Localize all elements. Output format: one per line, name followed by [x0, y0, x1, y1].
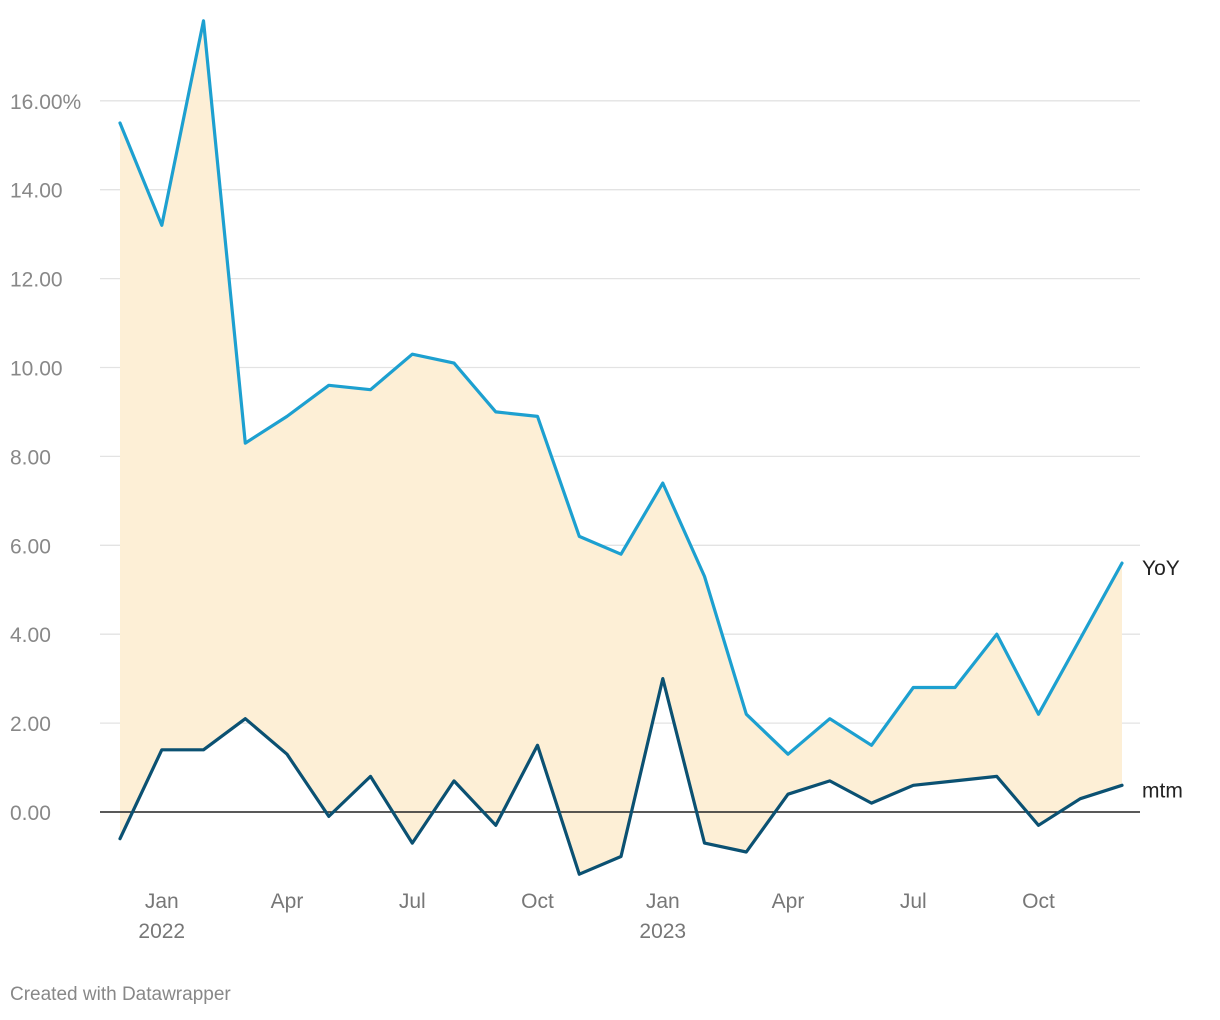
y-tick-label: 12.00	[10, 269, 63, 292]
x-tick-label: Jan	[145, 890, 179, 913]
y-tick-label: 6.00	[10, 535, 51, 558]
x-tick-label: Oct	[521, 890, 554, 913]
x-tick-label: Apr	[271, 890, 304, 913]
y-tick-label: 10.00	[10, 358, 63, 381]
x-tick-year-label: 2023	[639, 920, 686, 943]
fill-between-area	[120, 20, 1122, 875]
y-tick-label: 0.00	[10, 802, 51, 825]
y-tick-label: 16.00%	[10, 91, 81, 114]
x-tick-label: Jul	[900, 890, 927, 913]
x-tick-label: Jan	[646, 890, 680, 913]
x-tick-year-label: 2022	[138, 920, 185, 943]
y-tick-label: 2.00	[10, 713, 51, 736]
y-tick-label: 8.00	[10, 446, 51, 469]
x-tick-label: Apr	[772, 890, 805, 913]
series-label-mtm: mtm	[1142, 779, 1183, 802]
line-chart: 0.00 2.00 4.00 6.00 8.00 10.00 12.00 14.00 16.00…	[10, 19, 1183, 943]
x-tick-label: Oct	[1022, 890, 1055, 913]
x-tick-label: Jul	[399, 890, 426, 913]
credit-text: Created with Datawrapper	[10, 984, 231, 1005]
y-tick-label: 4.00	[10, 624, 51, 647]
series-label-yoy: YoY	[1142, 557, 1180, 580]
y-tick-label: 14.00	[10, 180, 63, 203]
